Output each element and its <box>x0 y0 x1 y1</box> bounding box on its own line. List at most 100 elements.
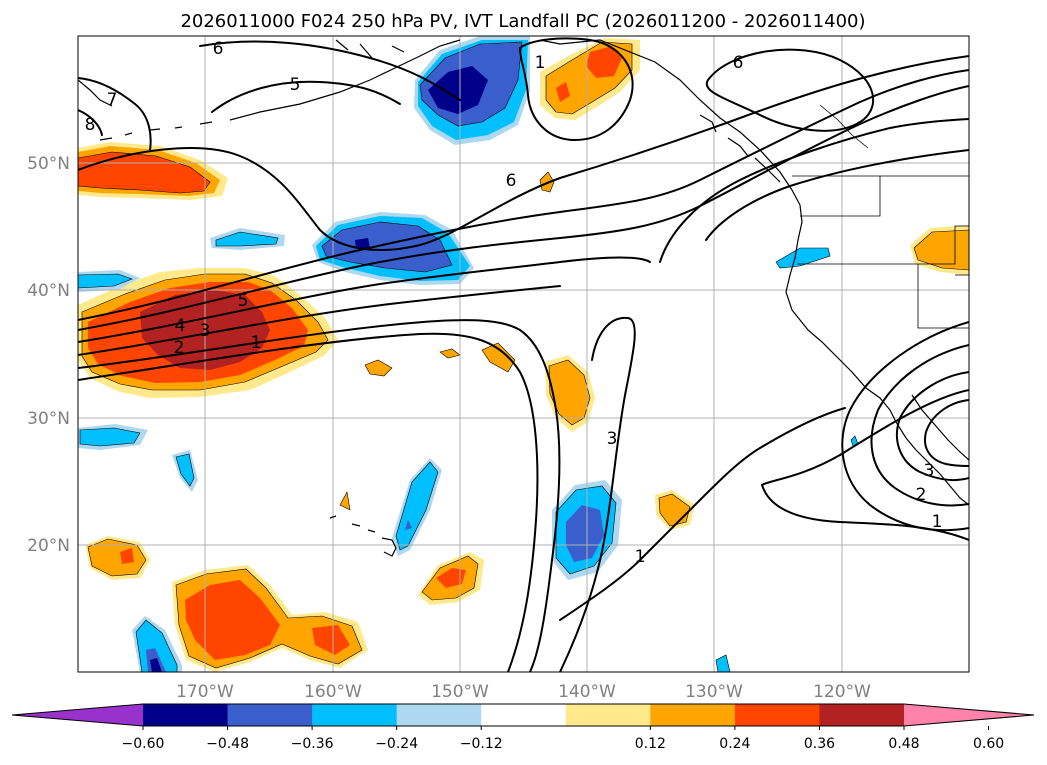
colorbar-bin <box>227 704 313 726</box>
neg-patch-155w-43n-blue <box>321 221 453 273</box>
contour-label-12: 1 <box>251 333 262 353</box>
lat-label-30n: 30°N <box>27 409 70 429</box>
contour-label-3: 7 <box>107 90 118 110</box>
contour-label-2: 5 <box>290 75 301 95</box>
colorbar-tick-label: −0.12 <box>460 736 503 752</box>
political-borders <box>792 104 969 329</box>
lon-label-120w: 120°W <box>813 682 871 702</box>
colorbar-bin <box>819 704 905 726</box>
lon-label-130w: 130°W <box>685 682 743 702</box>
neg-patch-goa-navy <box>428 66 488 114</box>
colorbar-bin <box>396 704 482 726</box>
neg-patch-far-west-41n-cyan <box>78 273 133 289</box>
colorbar: −0.60 −0.48 −0.36 −0.24 −0.12 0.12 0.24 0.36 0.4… <box>11 703 1035 752</box>
contour-jet-3 <box>78 256 651 343</box>
pos-patch-165w-15n-red2 <box>312 625 350 655</box>
map-area: 6 5 7 8 1 6 6 5 4 3 2 1 3 1 3 2 1 <box>78 36 969 672</box>
border-or-ca <box>797 225 969 265</box>
contour-label-16: 2 <box>916 485 927 505</box>
pos-patch-small3 <box>481 342 516 373</box>
contour-upper-mid <box>659 118 969 263</box>
contour-6-se-alaska <box>705 48 875 132</box>
pos-patch-165w-15n-red <box>185 580 280 660</box>
neg-patch-172w-13n-cyan <box>135 619 178 672</box>
lat-label-20n: 20°N <box>27 536 70 556</box>
contour-label-1: 6 <box>213 39 224 59</box>
pos-patch-150w-18n-red <box>436 568 466 588</box>
contour-jet-4 <box>78 285 561 356</box>
border-wa-or <box>800 176 881 217</box>
colorbar-tick-label: −0.36 <box>291 736 334 752</box>
colorbar-bin <box>312 704 398 726</box>
colorbar-extend-min <box>12 704 143 726</box>
colorbar-tick-label: −0.24 <box>375 736 418 752</box>
pos-patch-goa-red <box>586 46 622 78</box>
contour-label-10: 3 <box>200 321 211 341</box>
colorbar-bin <box>734 704 820 726</box>
coast-kamchatka <box>78 79 113 107</box>
contour-1-mid <box>559 407 846 621</box>
colorbar-bin <box>481 704 567 726</box>
contour-6-main <box>78 55 969 251</box>
coast-baja <box>889 409 969 506</box>
colorbar-bin <box>650 704 736 726</box>
contour-label-7: 6 <box>506 171 517 191</box>
contour-1-goa <box>519 37 634 141</box>
chart-title: 2026011000 F024 250 hPa PV, IVT Landfall… <box>180 11 865 32</box>
neg-patch-155w-43n-navy <box>355 238 370 248</box>
contour-8-west <box>78 109 103 136</box>
colorbar-tick-label: 0.12 <box>635 736 666 752</box>
lat-label-40n: 40°N <box>27 281 70 301</box>
colorbar-tick-label: 0.36 <box>804 736 835 752</box>
pos-patch-50n-west-red <box>78 151 211 194</box>
colorbar-tick-label: −0.60 <box>122 736 165 752</box>
coast-alaska-islands <box>335 39 405 59</box>
lat-labels: 50°N 40°N 30°N 20°N <box>27 154 70 556</box>
contour-3-low <box>895 371 969 481</box>
neg-patch-oregon-offshore <box>775 247 831 269</box>
contour-label-4: 8 <box>85 115 96 135</box>
colorbar-tick-label: 0.60 <box>973 736 1004 752</box>
contour-4-low <box>924 399 969 467</box>
colorbar-tick-label: 0.24 <box>719 736 750 752</box>
colorbar-bin <box>143 704 229 726</box>
pos-patch-goa-red2 <box>556 82 570 102</box>
contour-label-14: 1 <box>635 547 646 567</box>
contour-outer-low <box>761 389 969 541</box>
contour-6-north <box>199 40 461 101</box>
contour-jet-1 <box>78 69 969 321</box>
lon-label-150w: 150°W <box>431 682 489 702</box>
contour-label-17: 1 <box>932 512 943 532</box>
lon-label-170w: 170°W <box>176 682 234 702</box>
colorbar-extend-max <box>904 704 1034 726</box>
colorbar-tick-label: 0.48 <box>888 736 919 752</box>
neg-patch-140w-21n-blue <box>566 505 604 562</box>
neg-patch-far-west-29n-cyan <box>79 427 141 447</box>
lon-labels: 170°W 160°W 150°W 140°W 130°W 120°W <box>176 682 871 702</box>
coast-aleutian-islands <box>99 121 213 141</box>
pv-contours <box>78 37 969 672</box>
contour-label-9: 4 <box>175 316 186 336</box>
contour-label-5: 1 <box>535 53 546 73</box>
contour-3-mid <box>559 316 636 672</box>
pos-patch-small1 <box>364 359 393 377</box>
neg-patch-153w-22n-blue <box>405 520 412 530</box>
contour-label-15: 3 <box>924 461 935 481</box>
contour-jet-5 <box>78 319 561 672</box>
map-frame <box>77 35 970 673</box>
contour-label-13: 3 <box>607 429 618 449</box>
contour-7-west <box>78 77 152 151</box>
contour-upper-mid-2 <box>705 149 969 241</box>
neg-patch-bottom-small <box>715 654 731 672</box>
contour-2-low <box>870 344 969 507</box>
coastlines <box>78 39 969 557</box>
lon-label-140w: 140°W <box>558 682 616 702</box>
coast-usa-west <box>785 189 891 411</box>
lat-label-50n: 50°N <box>27 154 70 174</box>
contour-label-11: 2 <box>174 338 185 358</box>
contour-5-north <box>211 80 401 113</box>
lon-label-160w: 160°W <box>304 682 362 702</box>
coast-hawaii <box>329 515 397 557</box>
